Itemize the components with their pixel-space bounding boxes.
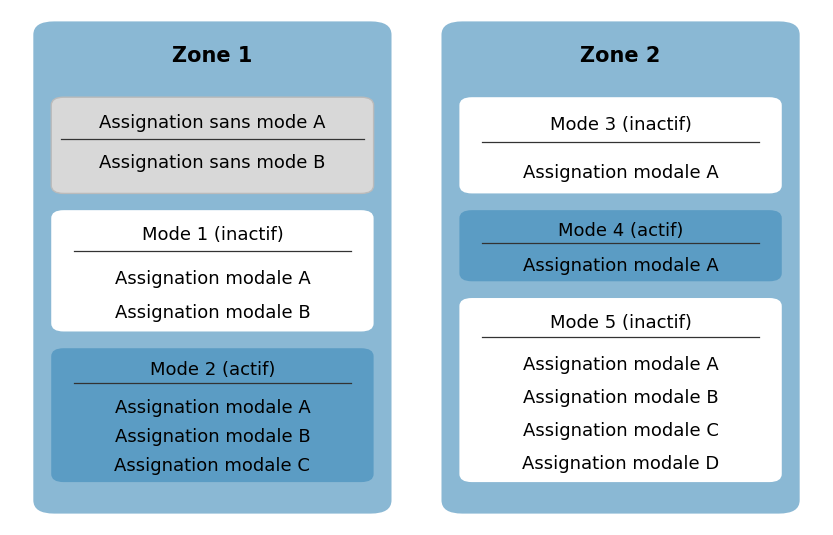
Text: Zone 1: Zone 1 [172,46,252,66]
FancyBboxPatch shape [441,21,800,514]
Text: Assignation modale A: Assignation modale A [523,164,718,182]
FancyBboxPatch shape [460,298,781,482]
Text: Mode 2 (actif): Mode 2 (actif) [150,361,275,379]
Text: Assignation modale D: Assignation modale D [522,455,719,473]
Text: Mode 1 (inactif): Mode 1 (inactif) [142,226,283,244]
FancyBboxPatch shape [460,97,781,194]
Text: Zone 2: Zone 2 [581,46,661,66]
Text: Assignation modale C: Assignation modale C [114,457,311,475]
FancyBboxPatch shape [33,21,392,514]
Text: Assignation modale B: Assignation modale B [115,428,310,446]
Text: Assignation modale B: Assignation modale B [523,389,718,407]
Text: Mode 3 (inactif): Mode 3 (inactif) [550,116,691,134]
Text: Assignation modale B: Assignation modale B [115,304,310,322]
FancyBboxPatch shape [52,210,373,332]
Text: Assignation sans mode A: Assignation sans mode A [99,114,326,132]
FancyBboxPatch shape [460,210,781,281]
Text: Assignation modale A: Assignation modale A [115,270,310,288]
FancyBboxPatch shape [52,348,373,482]
Text: Assignation modale A: Assignation modale A [115,399,310,417]
Text: Mode 4 (actif): Mode 4 (actif) [558,221,683,240]
Text: Assignation sans mode B: Assignation sans mode B [99,155,326,172]
Text: Mode 5 (inactif): Mode 5 (inactif) [550,314,691,332]
Text: Assignation modale C: Assignation modale C [522,422,719,440]
FancyBboxPatch shape [52,97,373,194]
Text: Assignation modale A: Assignation modale A [523,356,718,374]
Text: Assignation modale A: Assignation modale A [523,257,718,275]
